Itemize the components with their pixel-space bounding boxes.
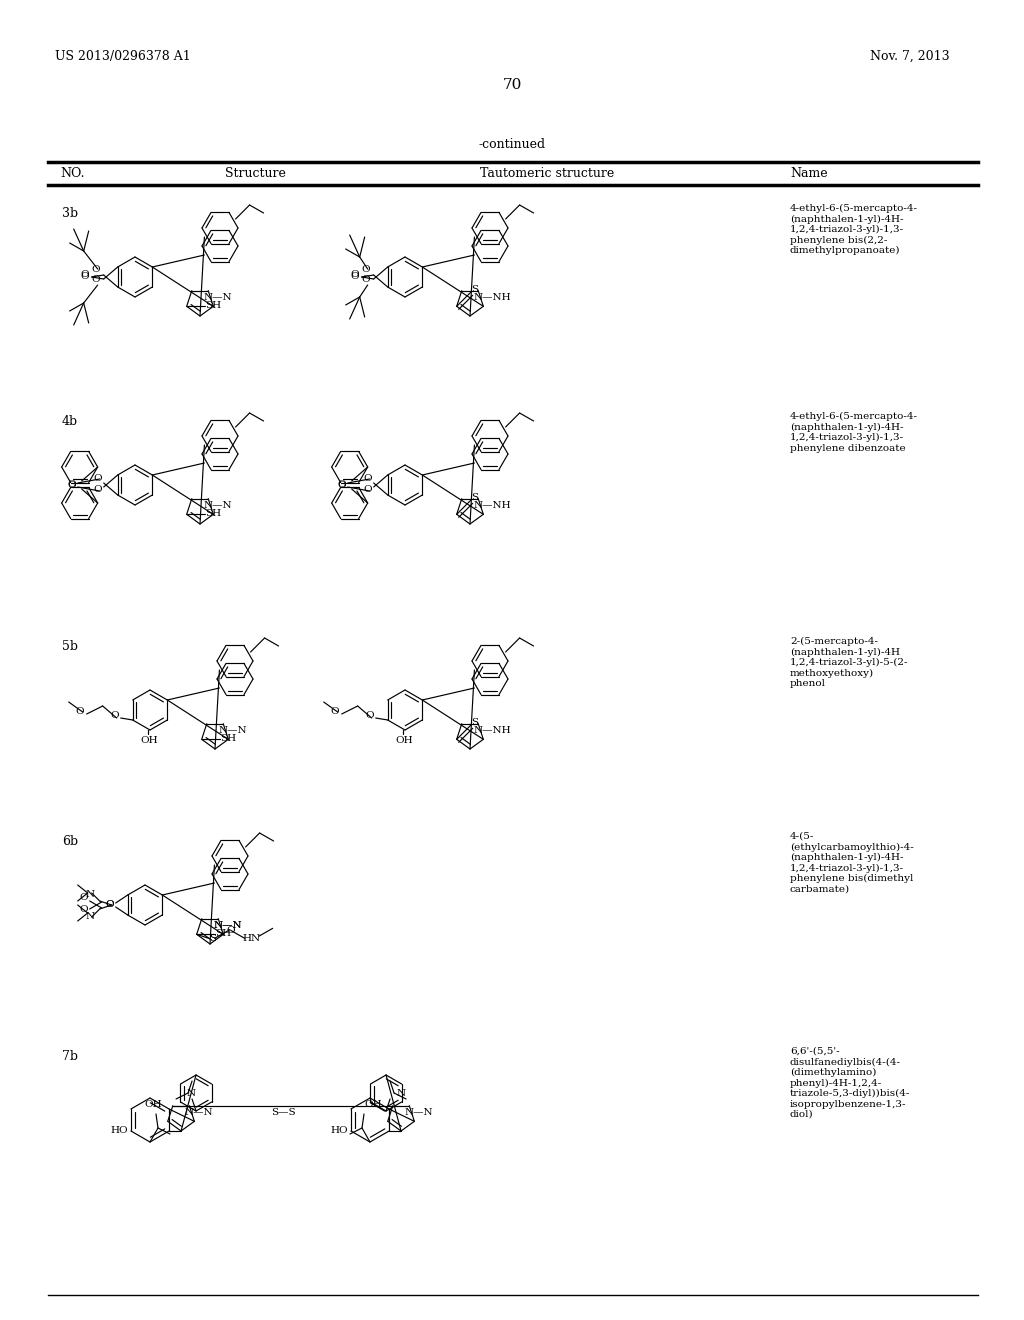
Text: OH: OH [364, 1100, 382, 1109]
Text: OH: OH [140, 737, 158, 744]
Text: H: H [243, 935, 252, 944]
Text: S: S [209, 935, 216, 944]
Text: O: O [93, 484, 102, 494]
Text: O: O [105, 900, 115, 909]
Text: 4-ethyl-6-(5-mercapto-4-
(naphthalen-1-yl)-4H-
1,2,4-triazol-3-yl)-1,3-
phenylen: 4-ethyl-6-(5-mercapto-4- (naphthalen-1-y… [790, 412, 918, 453]
Text: N: N [251, 935, 260, 944]
Text: N: N [396, 1089, 406, 1098]
Text: N: N [86, 890, 95, 899]
Text: 6,6'-(5,5'-
disulfanediylbis(4-(4-
(dimethylamino)
phenyl)-4H-1,2,4-
triazole-5,: 6,6'-(5,5'- disulfanediylbis(4-(4- (dime… [790, 1047, 910, 1119]
Text: O: O [76, 708, 84, 715]
Text: O: O [331, 708, 339, 715]
Text: O: O [350, 271, 359, 279]
Text: 5b: 5b [62, 640, 78, 653]
Text: O: O [366, 711, 375, 719]
Text: O: O [92, 275, 100, 284]
Text: N—NH: N—NH [473, 293, 511, 302]
Text: 70: 70 [503, 78, 521, 92]
Text: O: O [81, 271, 89, 279]
Text: Tautomeric structure: Tautomeric structure [480, 168, 614, 180]
Text: OH: OH [144, 1100, 162, 1109]
Text: 7b: 7b [62, 1049, 78, 1063]
Text: 2-(5-mercapto-4-
(naphthalen-1-yl)-4H
1,2,4-triazol-3-yl)-5-(2-
methoxyethoxy)
p: 2-(5-mercapto-4- (naphthalen-1-yl)-4H 1,… [790, 638, 908, 688]
Text: O: O [338, 480, 346, 488]
Text: N—N: N—N [213, 920, 242, 929]
Text: O: O [80, 906, 88, 913]
Text: 4b: 4b [62, 414, 78, 428]
Text: -continued: -continued [478, 139, 546, 150]
Text: O: O [80, 894, 88, 902]
Text: OH: OH [395, 737, 413, 744]
Text: S: S [471, 285, 478, 294]
Text: 6b: 6b [62, 836, 78, 847]
Text: O: O [92, 265, 100, 275]
Text: S: S [471, 494, 478, 503]
Text: HO: HO [331, 1126, 348, 1135]
Text: O: O [68, 480, 77, 488]
Text: N—N: N—N [203, 293, 231, 302]
Text: N—NH: N—NH [473, 726, 511, 735]
Text: O: O [364, 484, 373, 494]
Text: US 2013/0296378 A1: US 2013/0296378 A1 [55, 50, 190, 63]
Text: O: O [364, 474, 373, 483]
Text: O: O [105, 900, 115, 909]
Text: N: N [86, 912, 95, 921]
Text: S: S [471, 718, 478, 727]
Text: O: O [361, 265, 371, 275]
Text: 3b: 3b [62, 207, 78, 220]
Text: O: O [111, 711, 120, 719]
Text: O: O [338, 480, 346, 490]
Text: NO.: NO. [60, 168, 85, 180]
Text: HO: HO [111, 1126, 129, 1135]
Text: O: O [350, 272, 359, 281]
Text: S—S: S—S [270, 1107, 296, 1117]
Text: Structure: Structure [224, 168, 286, 180]
Text: N—NH: N—NH [473, 500, 511, 510]
Text: N—N: N—N [404, 1107, 433, 1117]
Text: O: O [68, 480, 77, 490]
Text: N—N: N—N [213, 920, 242, 929]
Text: N—N: N—N [203, 500, 231, 510]
Text: SH: SH [205, 301, 221, 310]
Text: O: O [81, 272, 89, 281]
Text: Nov. 7, 2013: Nov. 7, 2013 [870, 50, 949, 63]
Text: SH: SH [205, 510, 221, 519]
Text: N—N: N—N [184, 1107, 213, 1117]
Text: Name: Name [790, 168, 827, 180]
Text: SH: SH [220, 734, 236, 743]
Text: N—N: N—N [218, 726, 247, 735]
Text: 4-ethyl-6-(5-mercapto-4-
(naphthalen-1-yl)-4H-
1,2,4-triazol-3-yl)-1,3-
phenylen: 4-ethyl-6-(5-mercapto-4- (naphthalen-1-y… [790, 205, 918, 255]
Text: 4-(5-
(ethylcarbamoylthio)-4-
(naphthalen-1-yl)-4H-
1,2,4-triazol-3-yl)-1,3-
phe: 4-(5- (ethylcarbamoylthio)-4- (naphthale… [790, 832, 913, 894]
Text: O: O [93, 474, 102, 483]
Text: O: O [361, 275, 371, 284]
Text: O: O [226, 927, 236, 936]
Text: SH: SH [215, 929, 230, 939]
Text: N: N [186, 1089, 196, 1098]
